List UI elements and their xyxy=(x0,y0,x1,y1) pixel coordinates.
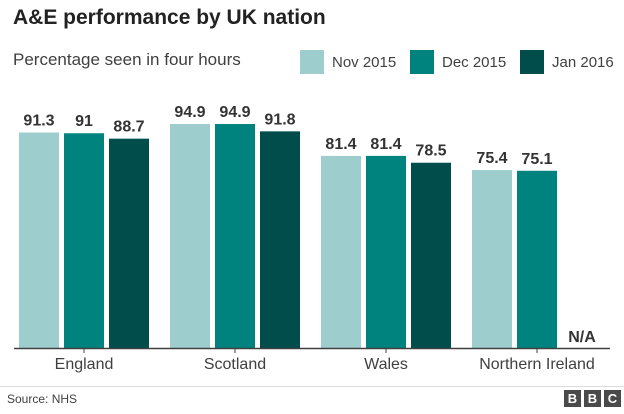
legend-label-dec-2015: Dec 2015 xyxy=(442,53,507,71)
legend-swatch-jan-2016 xyxy=(520,50,544,74)
data-label: 81.4 xyxy=(370,136,401,153)
bbc-logo: B B C xyxy=(564,390,621,407)
category-label: England xyxy=(55,356,114,373)
category-label: Scotland xyxy=(204,356,266,373)
legend-item-nov-2015: Nov 2015 xyxy=(300,50,396,74)
bbc-logo-letter: C xyxy=(604,390,621,407)
legend-swatch-dec-2015 xyxy=(410,50,434,74)
legend-item-dec-2015: Dec 2015 xyxy=(410,50,506,74)
bar xyxy=(260,131,300,348)
legend-label-nov-2015: Nov 2015 xyxy=(332,53,397,71)
data-label: 78.5 xyxy=(415,143,446,160)
legend-item-jan-2016: Jan 2016 xyxy=(520,50,614,74)
source-note: Source: NHS xyxy=(7,392,78,406)
bar xyxy=(215,124,255,348)
bar xyxy=(321,155,361,348)
data-label-na: N/A xyxy=(568,329,596,346)
category-label: Northern Ireland xyxy=(479,356,595,373)
data-label: 94.9 xyxy=(219,104,250,121)
data-label: 91.8 xyxy=(264,111,295,128)
data-label: 94.9 xyxy=(174,104,205,121)
data-label: 91.3 xyxy=(23,113,54,130)
chart-subtitle: Percentage seen in four hours xyxy=(13,50,241,69)
footer-divider xyxy=(0,386,624,387)
chart-title: A&E performance by UK nation xyxy=(13,6,326,29)
bar xyxy=(517,170,557,348)
data-label: 75.1 xyxy=(521,151,552,168)
legend-label-jan-2016: Jan 2016 xyxy=(552,53,614,71)
bbc-logo-letter: B xyxy=(564,390,581,407)
legend-swatch-nov-2015 xyxy=(300,50,324,74)
bar xyxy=(64,133,104,348)
bbc-logo-letter: B xyxy=(584,390,601,407)
category-label: Wales xyxy=(364,356,408,373)
bar xyxy=(109,138,149,348)
data-label: 75.4 xyxy=(476,150,507,167)
bar-chart: 91.3 91 88.7 England 94.9 94.9 91.8 Scotland 81.… xyxy=(14,104,610,373)
bar xyxy=(366,155,406,348)
bar xyxy=(411,162,451,348)
bar xyxy=(472,170,512,348)
data-label: 81.4 xyxy=(325,136,356,153)
bar xyxy=(19,132,59,348)
data-label: 91 xyxy=(75,113,93,130)
data-label: 88.7 xyxy=(113,119,144,136)
bar xyxy=(170,124,210,348)
